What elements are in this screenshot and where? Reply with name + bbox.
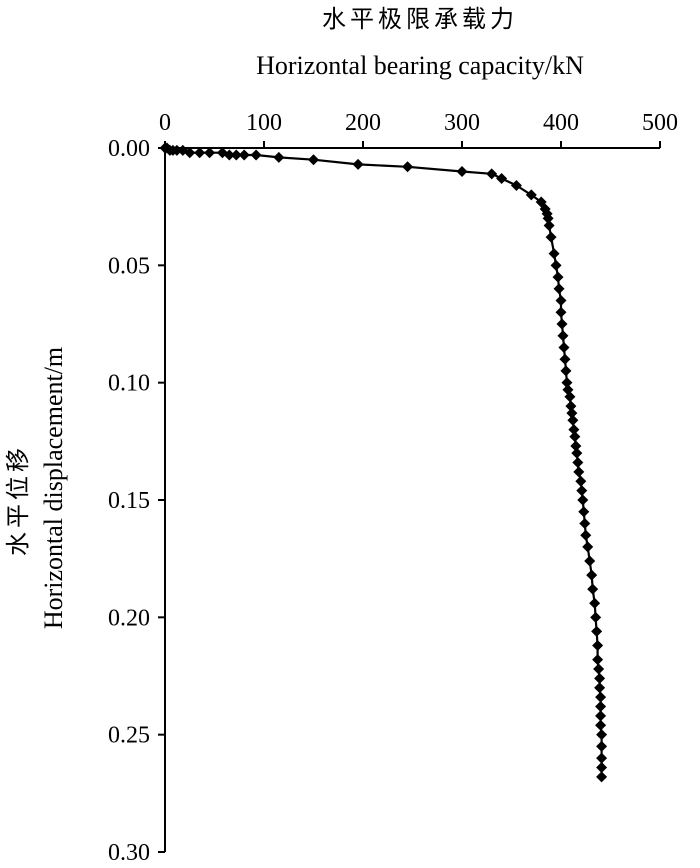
data-point-marker <box>557 330 569 342</box>
data-point-marker <box>496 173 508 185</box>
data-point-marker <box>596 740 608 752</box>
data-point-marker <box>553 283 565 295</box>
data-point-marker <box>592 639 604 651</box>
data-point-marker <box>580 529 592 541</box>
data-point-marker <box>584 555 596 567</box>
data-point-marker <box>591 625 603 637</box>
x-tick-label: 400 <box>543 110 579 136</box>
data-point-marker <box>586 569 598 581</box>
y-tick-label: 0.00 <box>108 136 150 162</box>
data-point-marker <box>594 672 606 684</box>
data-point-marker <box>486 168 498 180</box>
data-point-marker <box>560 365 572 377</box>
data-point-marker <box>194 147 206 159</box>
data-point-marker <box>542 212 554 224</box>
data-point-marker <box>558 341 570 353</box>
data-point-marker <box>587 583 599 595</box>
data-point-marker <box>273 151 285 163</box>
axes: 0 100 200 300 400 500 0.00 0.05 0.10 0.15 0.20 0.25… <box>108 110 678 866</box>
data-point-marker <box>552 271 564 283</box>
data-point-marker <box>238 149 250 161</box>
data-point-marker <box>569 431 581 443</box>
data-point-marker <box>184 147 196 159</box>
data-point-marker <box>595 691 607 703</box>
y-axis-label-en: Horizontal displacement/m <box>39 347 68 629</box>
data-point-marker <box>594 682 606 694</box>
x-tick-label: 300 <box>444 110 480 136</box>
data-point-marker <box>402 161 414 173</box>
x-tick-label: 500 <box>642 110 678 136</box>
data-point-marker <box>550 259 562 271</box>
chart-title: 水平极限承载力 <box>322 6 518 33</box>
data-point-marker <box>571 447 583 459</box>
data-point-marker <box>577 494 589 506</box>
series-line <box>165 146 603 777</box>
data-point-marker <box>589 597 601 609</box>
data-point-marker <box>592 654 604 666</box>
data-point-marker <box>561 377 573 389</box>
data-point-marker <box>250 149 262 161</box>
data-point-marker <box>568 424 580 436</box>
data-point-marker <box>576 485 588 497</box>
data-point-marker <box>555 306 567 318</box>
data-point-marker <box>596 729 608 741</box>
data-point-marker <box>578 506 590 518</box>
data-point-marker <box>230 149 242 161</box>
data-point-marker <box>596 752 608 764</box>
data-point-marker <box>556 318 568 330</box>
data-point-marker <box>204 147 216 159</box>
data-point-marker <box>595 719 607 731</box>
data-point-marker <box>543 219 555 231</box>
y-tick-label: 0.15 <box>108 488 150 514</box>
data-point-marker <box>575 475 587 487</box>
y-tick-label: 0.25 <box>108 723 150 749</box>
data-point-marker <box>596 762 608 774</box>
data-point-marker <box>595 710 607 722</box>
data-point-marker <box>564 391 576 403</box>
data-point-marker <box>570 440 582 452</box>
x-axis-label: Horizontal bearing capacity/kN <box>256 51 584 80</box>
data-point-marker <box>510 180 522 192</box>
data-point-marker <box>456 165 468 177</box>
data-point-marker <box>308 154 319 166</box>
y-tick-label: 0.20 <box>108 605 150 631</box>
x-tick-label: 0 <box>159 110 171 136</box>
data-point-marker <box>596 771 608 783</box>
data-point-marker <box>555 295 567 307</box>
data-point-marker <box>595 701 607 713</box>
x-tick-label: 100 <box>246 110 282 136</box>
data-point-marker <box>573 466 585 478</box>
x-tick-label: 200 <box>345 110 381 136</box>
data-point-marker <box>566 407 578 419</box>
data-point-marker <box>545 231 557 243</box>
data-point-marker <box>559 353 571 365</box>
data-point-marker <box>582 541 594 553</box>
data-point-marker <box>525 189 537 201</box>
data-point-marker <box>171 144 183 156</box>
data-point-marker <box>590 611 602 623</box>
y-tick-label: 0.10 <box>108 371 150 397</box>
data-point-marker <box>352 158 364 170</box>
data-point-marker <box>572 456 584 468</box>
data-point-marker <box>548 248 560 260</box>
data-point-marker <box>593 663 605 675</box>
data-point-marker <box>579 517 591 529</box>
y-tick-label: 0.05 <box>108 253 150 279</box>
y-axis-label-cn: 水平位移 <box>5 444 32 556</box>
data-point-marker <box>567 414 579 426</box>
data-series <box>159 142 608 783</box>
y-tick-label: 0.30 <box>108 840 150 863</box>
data-point-marker <box>223 149 235 161</box>
data-point-marker <box>565 400 577 412</box>
